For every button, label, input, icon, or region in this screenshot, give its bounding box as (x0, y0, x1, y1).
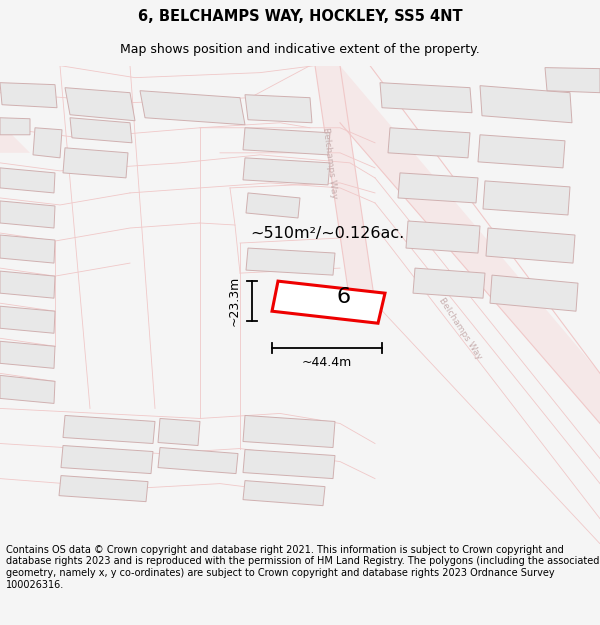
Polygon shape (398, 173, 478, 203)
Polygon shape (380, 82, 472, 112)
Polygon shape (340, 66, 600, 424)
Polygon shape (490, 275, 578, 311)
Polygon shape (0, 271, 55, 298)
Text: ~44.4m: ~44.4m (302, 356, 352, 369)
Polygon shape (243, 481, 325, 506)
Polygon shape (388, 127, 470, 158)
Polygon shape (158, 419, 200, 446)
Polygon shape (272, 281, 385, 323)
Polygon shape (63, 148, 128, 178)
Polygon shape (65, 88, 135, 121)
Polygon shape (0, 122, 30, 153)
Polygon shape (243, 449, 335, 479)
Polygon shape (0, 306, 55, 333)
Text: Map shows position and indicative extent of the property.: Map shows position and indicative extent… (120, 42, 480, 56)
Polygon shape (0, 118, 30, 135)
Polygon shape (406, 221, 480, 253)
Text: Belchamps Way: Belchamps Way (321, 127, 339, 199)
Polygon shape (70, 118, 132, 142)
Polygon shape (61, 446, 153, 474)
Polygon shape (0, 201, 55, 228)
Polygon shape (243, 158, 330, 185)
Polygon shape (413, 268, 485, 298)
Polygon shape (545, 68, 600, 92)
Text: ~510m²/~0.126ac.: ~510m²/~0.126ac. (250, 226, 404, 241)
Polygon shape (246, 193, 300, 218)
Text: ~23.3m: ~23.3m (227, 276, 241, 326)
Polygon shape (63, 416, 155, 444)
Polygon shape (245, 95, 312, 122)
Text: Contains OS data © Crown copyright and database right 2021. This information is : Contains OS data © Crown copyright and d… (6, 545, 599, 589)
Polygon shape (315, 66, 375, 303)
Polygon shape (0, 82, 57, 107)
Polygon shape (33, 127, 62, 158)
Polygon shape (140, 91, 245, 125)
Polygon shape (480, 86, 572, 122)
Polygon shape (243, 416, 335, 447)
Polygon shape (483, 181, 570, 215)
Polygon shape (486, 228, 575, 263)
Polygon shape (246, 248, 335, 275)
Text: 6, BELCHAMPS WAY, HOCKLEY, SS5 4NT: 6, BELCHAMPS WAY, HOCKLEY, SS5 4NT (137, 9, 463, 24)
Polygon shape (243, 127, 330, 155)
Text: Belchamps Way: Belchamps Way (437, 296, 484, 361)
Polygon shape (0, 235, 55, 263)
Polygon shape (0, 376, 55, 403)
Polygon shape (59, 476, 148, 502)
Text: 6: 6 (336, 287, 350, 307)
Polygon shape (478, 135, 565, 168)
Polygon shape (0, 168, 55, 193)
Polygon shape (0, 341, 55, 368)
Polygon shape (158, 448, 238, 474)
